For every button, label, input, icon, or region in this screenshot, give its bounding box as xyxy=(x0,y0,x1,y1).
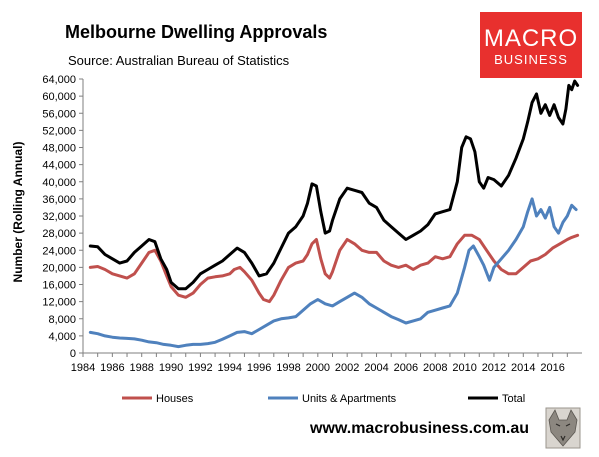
y-tick-label: 48,000 xyxy=(42,143,76,155)
x-tick-label: 2016 xyxy=(540,362,564,374)
x-tick-label: 2004 xyxy=(364,362,388,374)
y-tick-label: 20,000 xyxy=(42,262,76,274)
y-tick-label: 36,000 xyxy=(42,194,76,206)
x-tick-label: 1992 xyxy=(188,362,212,374)
series-line-houses xyxy=(88,233,580,304)
series-line-total xyxy=(88,79,580,291)
logo-line2: BUSINESS xyxy=(494,52,568,67)
legend-label: Houses xyxy=(156,393,194,405)
y-tick-label: 0 xyxy=(70,348,76,360)
y-tick-label: 28,000 xyxy=(42,228,76,240)
x-tick-label: 2012 xyxy=(482,362,506,374)
y-tick-label: 16,000 xyxy=(42,280,76,292)
logo-line1: MACRO xyxy=(484,25,578,52)
series-lines xyxy=(88,79,580,349)
y-tick-label: 32,000 xyxy=(42,211,76,223)
x-tick-label: 2014 xyxy=(511,362,535,374)
x-tick-label: 1998 xyxy=(276,362,300,374)
wolf-emblem-icon xyxy=(545,407,581,449)
y-tick-label: 64,000 xyxy=(42,74,76,86)
y-tick-label: 4,000 xyxy=(48,331,76,343)
y-tick-label: 56,000 xyxy=(42,108,76,120)
legend-label: Units & Apartments xyxy=(302,393,397,405)
logo-background xyxy=(480,12,582,78)
footer-url: www.macrobusiness.com.au xyxy=(309,420,529,437)
x-tick-label: 1984 xyxy=(71,362,95,374)
x-tick-label: 1994 xyxy=(218,362,242,374)
x-tick-label: 2010 xyxy=(452,362,476,374)
y-axis-ticks: 0 4,000 8,000 12,000 16,000 20,000 24,000 28,00… xyxy=(42,74,83,360)
y-tick-label: 8,000 xyxy=(48,314,76,326)
y-tick-label: 24,000 xyxy=(42,245,76,257)
legend: Houses Units & Apartments Total xyxy=(122,393,525,405)
x-tick-label: 1986 xyxy=(100,362,124,374)
x-axis-ticks: 1984 1986 1988 1990 1992 1994 1996 1998 2000 2002… xyxy=(71,353,568,374)
y-tick-label: 44,000 xyxy=(42,160,76,172)
x-tick-label: 2008 xyxy=(423,362,447,374)
y-tick-label: 12,000 xyxy=(42,297,76,309)
x-tick-label: 2002 xyxy=(335,362,359,374)
y-tick-label: 52,000 xyxy=(42,125,76,137)
y-tick-label: 40,000 xyxy=(42,177,76,189)
x-tick-label: 2000 xyxy=(306,362,330,374)
x-tick-label: 2006 xyxy=(394,362,418,374)
series-line-units-apartments xyxy=(88,197,578,349)
x-tick-label: 1996 xyxy=(247,362,271,374)
macrobusiness-logo: MACRO BUSINESS xyxy=(480,12,582,78)
legend-label: Total xyxy=(502,393,525,405)
y-axis-label: Number (Rolling Annual) xyxy=(11,142,25,283)
y-tick-label: 60,000 xyxy=(42,91,76,103)
chart-subtitle: Source: Australian Bureau of Statistics xyxy=(68,53,290,68)
x-tick-label: 1988 xyxy=(129,362,153,374)
x-tick-label: 1990 xyxy=(159,362,183,374)
chart-title: Melbourne Dwelling Approvals xyxy=(65,22,327,42)
